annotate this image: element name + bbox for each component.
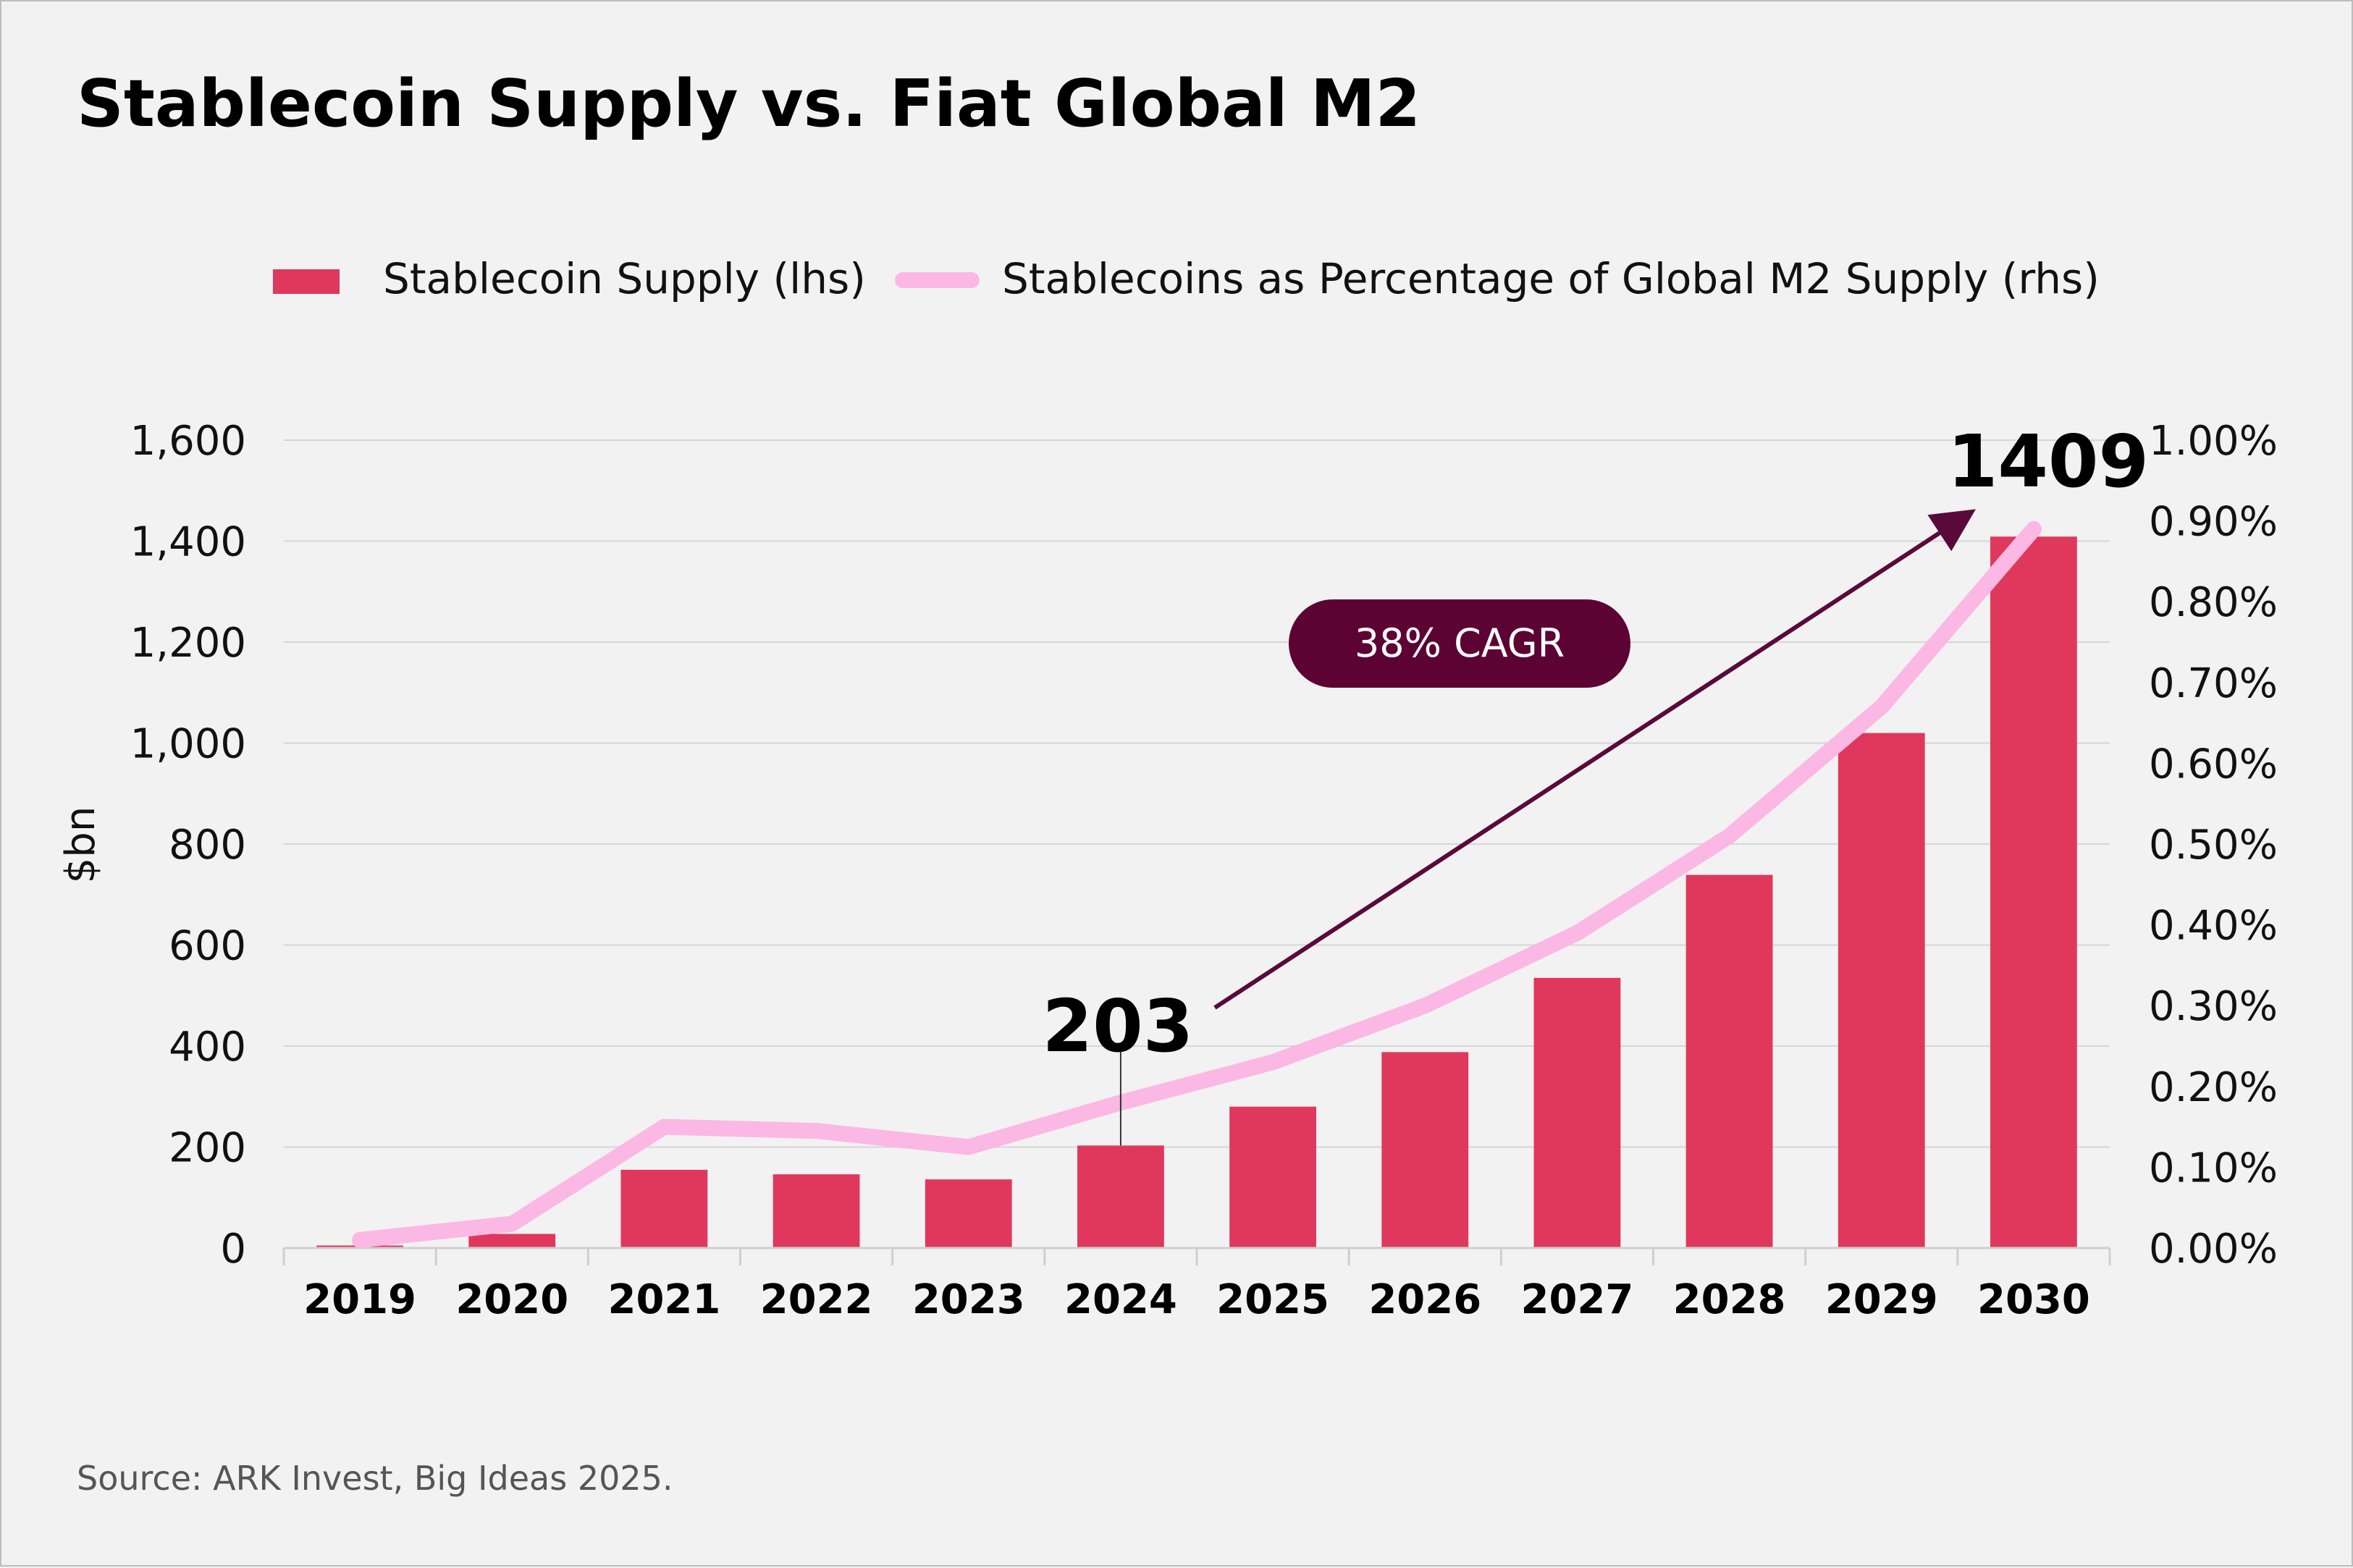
callout-start-value: 203 <box>1043 984 1194 1068</box>
line-point <box>656 1118 673 1135</box>
y2-tick-label: 1.00% <box>2149 418 2278 465</box>
callout-end-value: 1409 <box>1948 419 2149 504</box>
bar <box>925 1179 1012 1248</box>
line-point <box>1873 699 1890 715</box>
line-series <box>352 520 2042 1248</box>
annotations: 203 1409 38% CAGR <box>1043 419 2149 1146</box>
legend: Stablecoin Supply (lhs) Stablecoins as P… <box>273 254 2100 303</box>
legend-label-bars: Stablecoin Supply (lhs) <box>383 254 866 303</box>
line-point <box>1417 998 1434 1014</box>
y-tick-label: 1,400 <box>130 519 246 566</box>
legend-swatch-bars <box>273 269 340 294</box>
x-tick-label: 2027 <box>1520 1276 1633 1323</box>
line-point <box>1569 924 1586 941</box>
y2-tick-label: 0.10% <box>2149 1145 2278 1192</box>
cagr-arrow <box>1213 509 1976 1010</box>
y-axis-label: $bn <box>57 806 104 884</box>
line-point <box>2025 520 2042 537</box>
y-tick-label: 0 <box>220 1226 246 1273</box>
left-axis-ticks: 0 200 400 600 800 1,000 1,200 1,400 1,600 <box>130 418 246 1273</box>
y2-tick-label: 0.50% <box>2149 822 2278 869</box>
y-tick-label: 800 <box>169 822 246 869</box>
bar <box>1381 1052 1469 1248</box>
x-tick-label: 2028 <box>1673 1276 1786 1323</box>
line-point <box>808 1123 825 1139</box>
x-tick-label: 2024 <box>1064 1276 1177 1323</box>
y-tick-label: 600 <box>169 923 246 970</box>
x-tick-label: 2023 <box>912 1276 1025 1323</box>
x-tick-label: 2030 <box>1977 1276 2090 1323</box>
right-axis-ticks: 0.00% 0.10% 0.20% 0.30% 0.40% 0.50% 0.60% 0.70%… <box>2149 418 2278 1273</box>
x-axis: 2019 2020 2021 2022 2023 2024 2025 2026 2027 2028… <box>282 1247 2111 1323</box>
chart-title: Stablecoin Supply vs. Fiat Global M2 <box>77 66 1420 142</box>
bar <box>1990 536 2077 1248</box>
line-point <box>960 1139 977 1155</box>
y2-tick-label: 0.30% <box>2149 983 2278 1030</box>
x-tick-label: 2021 <box>607 1276 720 1323</box>
y2-tick-label: 0.40% <box>2149 903 2278 950</box>
bar <box>620 1169 708 1248</box>
x-tick-label: 2022 <box>760 1276 873 1323</box>
cagr-badge <box>1289 599 1630 688</box>
y-tick-label: 1,600 <box>130 418 246 465</box>
bar <box>1077 1145 1164 1248</box>
y2-tick-label: 0.70% <box>2149 660 2278 707</box>
y2-tick-label: 0.80% <box>2149 579 2278 626</box>
bar <box>1685 874 1773 1248</box>
x-tick-label: 2025 <box>1216 1276 1329 1323</box>
line-point <box>1721 827 1738 844</box>
bar <box>468 1234 556 1248</box>
bar-series <box>316 536 2077 1248</box>
x-tick-label: 2019 <box>303 1276 416 1323</box>
gridlines <box>284 439 2110 1148</box>
y-tick-label: 1,000 <box>130 721 246 768</box>
y2-tick-label: 0.60% <box>2149 741 2278 788</box>
x-tick-label: 2029 <box>1825 1276 1938 1323</box>
legend-label-line: Stablecoins as Percentage of Global M2 S… <box>1002 254 2100 303</box>
line-point <box>352 1231 369 1248</box>
bar <box>1838 733 1925 1248</box>
y-tick-label: 1,200 <box>130 620 246 667</box>
source-note: Source: ARK Invest, Big Ideas 2025. <box>77 1459 673 1498</box>
y-tick-label: 400 <box>169 1024 246 1071</box>
x-tick-label: 2020 <box>455 1276 568 1323</box>
line-point <box>504 1215 521 1232</box>
bar <box>1533 977 1621 1248</box>
cagr-label: 38% CAGR <box>1355 620 1565 666</box>
percentage-line <box>352 520 2042 1248</box>
y-tick-label: 200 <box>169 1125 246 1172</box>
line-point <box>1265 1054 1281 1071</box>
bar <box>773 1174 860 1248</box>
bar <box>1229 1106 1316 1248</box>
y2-tick-label: 0.20% <box>2149 1064 2278 1111</box>
y2-tick-label: 0.90% <box>2149 499 2278 546</box>
x-tick-label: 2026 <box>1368 1276 1481 1323</box>
y2-tick-label: 0.00% <box>2149 1226 2278 1273</box>
